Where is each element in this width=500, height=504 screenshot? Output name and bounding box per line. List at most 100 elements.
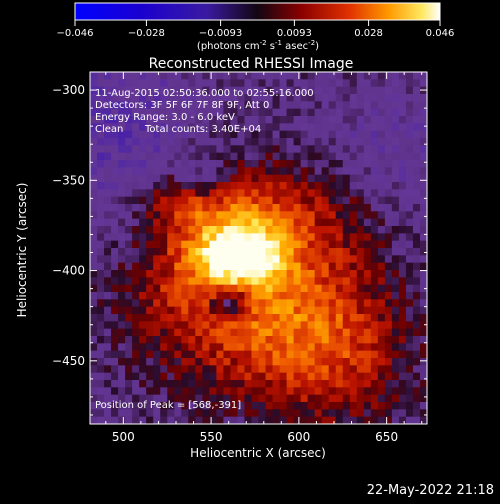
heatmap-cell xyxy=(97,328,105,337)
heatmap-cell xyxy=(188,299,196,308)
heatmap-cell xyxy=(118,94,126,102)
heatmap-cell xyxy=(419,101,427,110)
heatmap-cell xyxy=(300,248,309,256)
heatmap-cell xyxy=(132,350,140,359)
heatmap-cell xyxy=(258,387,267,396)
heatmap-cell xyxy=(307,409,316,418)
heatmap-cell xyxy=(314,409,323,418)
heatmap-cell xyxy=(181,380,189,388)
heatmap-cell xyxy=(279,248,288,256)
y-tick-label: −350 xyxy=(52,173,85,187)
heatmap-cell xyxy=(97,284,105,293)
heatmap-cell xyxy=(384,321,393,330)
heatmap-cell xyxy=(335,394,344,403)
heatmap-cell xyxy=(132,138,140,146)
heatmap-cell xyxy=(405,145,414,154)
heatmap-cell xyxy=(153,321,161,330)
heatmap-cell xyxy=(202,160,210,168)
heatmap-cell xyxy=(139,248,147,256)
heatmap-cell xyxy=(307,108,316,117)
heatmap-cell xyxy=(342,262,351,271)
heatmap-cell xyxy=(132,299,140,308)
heatmap-cell xyxy=(97,108,105,117)
heatmap-cell xyxy=(174,314,182,322)
heatmap-cell xyxy=(223,123,232,132)
heatmap-cell xyxy=(307,167,316,176)
heatmap-cell xyxy=(293,116,302,124)
heatmap-cell xyxy=(167,262,175,271)
heatmap-cell xyxy=(384,72,393,80)
x-tick-label: 550 xyxy=(200,430,223,444)
heatmap-cell xyxy=(188,226,196,234)
heatmap-cell xyxy=(307,226,316,234)
heatmap-cell xyxy=(370,270,379,278)
heatmap-cell xyxy=(195,138,203,146)
heatmap-cell xyxy=(132,394,140,403)
heatmap-cell xyxy=(160,284,168,293)
heatmap-cell xyxy=(300,233,309,242)
heatmap-cell xyxy=(195,416,203,424)
heatmap-cell xyxy=(160,240,168,249)
heatmap-cell xyxy=(412,380,421,388)
heatmap-cell xyxy=(405,182,414,190)
heatmap-cell xyxy=(104,336,112,344)
colorbar-tick-label: −0.028 xyxy=(128,28,165,39)
heatmap-cell xyxy=(405,138,414,146)
heatmap-cell xyxy=(160,189,168,198)
heatmap-cell xyxy=(272,343,281,352)
heatmap-cell xyxy=(90,358,98,366)
heatmap-cell xyxy=(349,387,358,396)
heatmap-cell xyxy=(160,270,168,278)
heatmap-cell xyxy=(293,409,302,418)
heatmap-cell xyxy=(181,343,189,352)
heatmap-cell xyxy=(118,182,126,190)
heatmap-cell xyxy=(370,196,379,205)
heatmap-cell xyxy=(363,226,372,234)
heatmap-cell xyxy=(391,174,400,183)
heatmap-cell xyxy=(335,233,344,242)
heatmap-cell xyxy=(132,226,140,234)
heatmap-cell xyxy=(104,189,112,198)
heatmap-cell xyxy=(251,365,260,374)
heatmap-cell xyxy=(265,101,274,110)
heatmap-cell xyxy=(153,248,161,256)
heatmap-cell xyxy=(349,343,358,352)
heatmap-cell xyxy=(314,314,323,322)
heatmap-cell xyxy=(153,72,161,80)
heatmap-cell xyxy=(314,204,323,212)
heatmap-cell xyxy=(230,72,239,80)
heatmap-cell xyxy=(111,182,119,190)
heatmap-cell xyxy=(342,174,351,183)
heatmap-cell xyxy=(391,314,400,322)
heatmap-cell xyxy=(195,152,203,161)
heatmap-cell xyxy=(118,204,126,212)
heatmap-cell xyxy=(391,255,400,264)
heatmap-cell xyxy=(356,248,365,256)
heatmap-cell xyxy=(223,358,232,366)
heatmap-cell xyxy=(111,299,119,308)
heatmap-cell xyxy=(314,94,323,102)
heatmap-cell xyxy=(363,306,372,315)
heatmap-cell xyxy=(167,138,175,146)
heatmap-cell xyxy=(412,394,421,403)
heatmap-cell xyxy=(160,226,168,234)
heatmap-cell xyxy=(293,138,302,146)
heatmap-cell xyxy=(293,380,302,388)
heatmap-cell xyxy=(104,130,112,139)
heatmap-cell xyxy=(342,72,351,80)
heatmap-cell xyxy=(286,394,295,403)
heatmap-cell xyxy=(384,277,393,286)
heatmap-cell xyxy=(188,167,196,176)
heatmap-cell xyxy=(335,240,344,249)
heatmap-cell xyxy=(139,182,147,190)
heatmap-cell xyxy=(265,240,274,249)
heatmap-cell xyxy=(153,387,161,396)
heatmap-cell xyxy=(377,343,386,352)
heatmap-cell xyxy=(314,218,323,227)
heatmap-cell xyxy=(377,255,386,264)
heatmap-cell xyxy=(195,167,203,176)
heatmap-cell xyxy=(104,380,112,388)
heatmap-cell xyxy=(405,72,414,80)
heatmap-cell xyxy=(181,277,189,286)
heatmap-cell xyxy=(314,299,323,308)
